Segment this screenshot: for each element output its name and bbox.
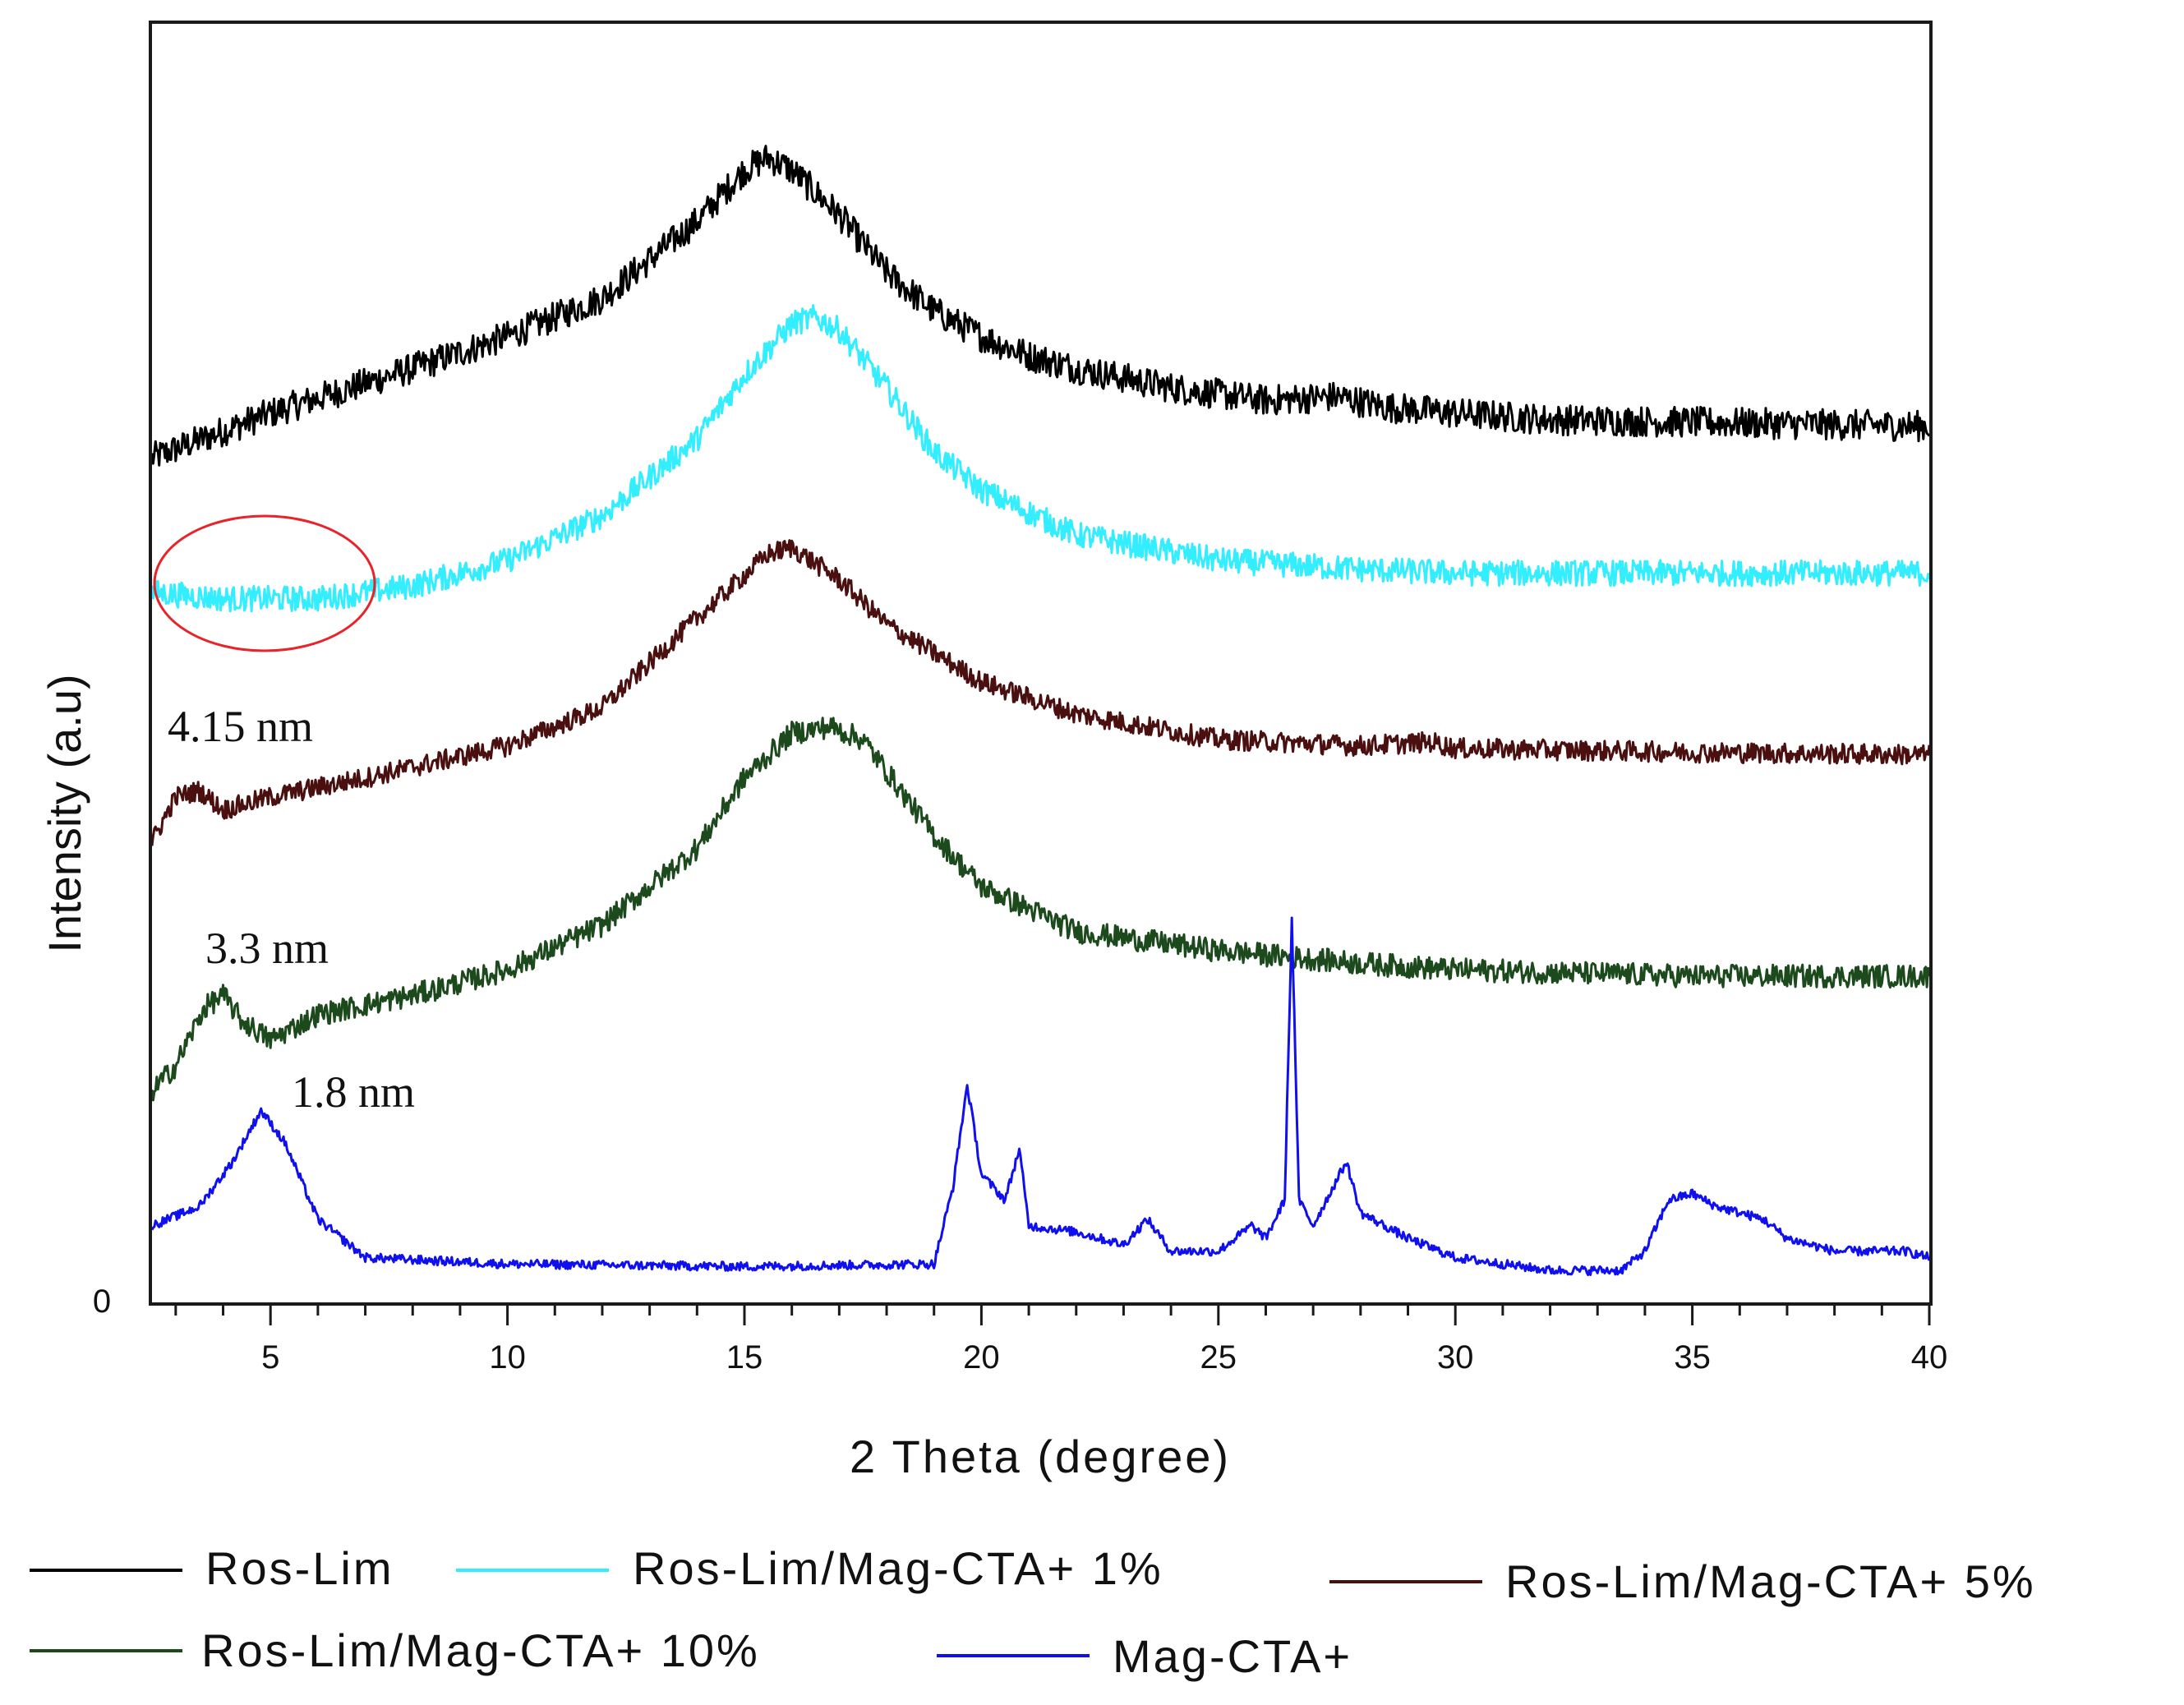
x-tick-label: 15 [726, 1339, 763, 1376]
legend-label-ros-lim-1pct: Ros-Lim/Mag-CTA+ 1% [633, 1542, 1163, 1594]
series-line-ros-lim-mag-cta-5 [150, 539, 1931, 846]
series-layer [150, 145, 1931, 1276]
x-tick-label: 30 [1437, 1339, 1474, 1376]
y-origin-label: 0 [93, 1283, 111, 1320]
series-line-mag-cta [150, 916, 1931, 1276]
legend-label-ros-lim-10pct: Ros-Lim/Mag-CTA+ 10% [201, 1624, 760, 1676]
x-tick-label: 25 [1200, 1339, 1237, 1376]
x-tick-label: 20 [963, 1339, 1000, 1376]
series-line-ros-lim [150, 145, 1931, 467]
legend-label-ros-lim-5pct: Ros-Lim/Mag-CTA+ 5% [1505, 1555, 2036, 1607]
x-axis: 5 10 15 20 25 30 35 40 [174, 1302, 1948, 1376]
x-axis-label: 2 Theta (degree) [850, 1431, 1231, 1482]
series-line-ros-lim-mag-cta-1 [150, 304, 1931, 613]
y-axis-label: Intensity (a.u) [39, 674, 90, 952]
x-tick-label: 5 [261, 1339, 279, 1376]
annotation-4-15nm: 4.15 nm [168, 702, 313, 751]
plot-frame [149, 21, 1933, 1306]
annotation-3-3nm: 3.3 nm [205, 924, 329, 973]
x-tick-label: 35 [1674, 1339, 1711, 1376]
annotation-1-8nm: 1.8 nm [292, 1067, 415, 1117]
legend-label-mag-cta: Mag-CTA+ [1113, 1630, 1352, 1682]
legend: Ros-Lim Ros-Lim/Mag-CTA+ 1% Ros-Lim/Mag-… [30, 1542, 2036, 1682]
x-tick-label: 40 [1911, 1339, 1948, 1376]
highlight-ellipse [153, 514, 376, 652]
legend-label-ros-lim: Ros-Lim [205, 1542, 394, 1594]
x-tick-label: 10 [489, 1339, 526, 1376]
series-line-ros-lim-mag-cta-10 [150, 717, 1931, 1102]
